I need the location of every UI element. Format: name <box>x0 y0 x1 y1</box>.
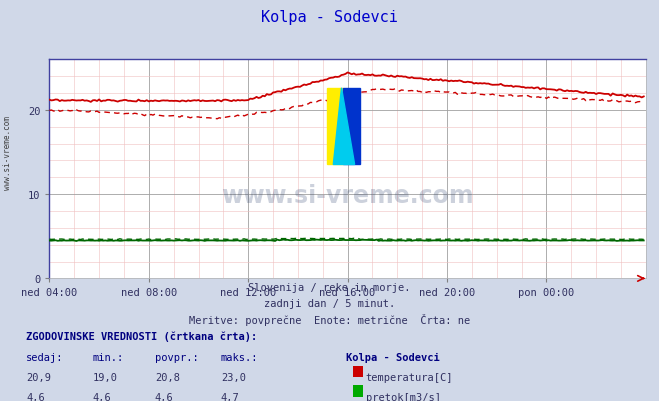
Text: 4,6: 4,6 <box>155 392 173 401</box>
Text: Kolpa - Sodevci: Kolpa - Sodevci <box>261 10 398 25</box>
Text: Meritve: povprečne  Enote: metrične  Črta: ne: Meritve: povprečne Enote: metrične Črta:… <box>189 313 470 325</box>
Text: 20,8: 20,8 <box>155 373 180 383</box>
Text: pretok[m3/s]: pretok[m3/s] <box>366 392 441 401</box>
Text: www.si-vreme.com: www.si-vreme.com <box>3 115 13 189</box>
Text: 4,7: 4,7 <box>221 392 239 401</box>
Bar <box>327 89 343 165</box>
Text: min.:: min.: <box>92 352 123 362</box>
Text: Kolpa - Sodevci: Kolpa - Sodevci <box>346 352 440 362</box>
Text: 19,0: 19,0 <box>92 373 117 383</box>
Text: povpr.:: povpr.: <box>155 352 198 362</box>
Text: Slovenija / reke in morje.: Slovenija / reke in morje. <box>248 283 411 293</box>
Text: temperatura[C]: temperatura[C] <box>366 373 453 383</box>
Text: maks.:: maks.: <box>221 352 258 362</box>
Text: 4,6: 4,6 <box>92 392 111 401</box>
Text: sedaj:: sedaj: <box>26 352 64 362</box>
Text: 4,6: 4,6 <box>26 392 45 401</box>
Text: www.si-vreme.com: www.si-vreme.com <box>221 184 474 208</box>
Bar <box>343 89 360 165</box>
Polygon shape <box>333 89 355 165</box>
Text: 20,9: 20,9 <box>26 373 51 383</box>
Text: ZGODOVINSKE VREDNOSTI (črtkana črta):: ZGODOVINSKE VREDNOSTI (črtkana črta): <box>26 331 258 341</box>
Text: zadnji dan / 5 minut.: zadnji dan / 5 minut. <box>264 298 395 308</box>
Text: 23,0: 23,0 <box>221 373 246 383</box>
